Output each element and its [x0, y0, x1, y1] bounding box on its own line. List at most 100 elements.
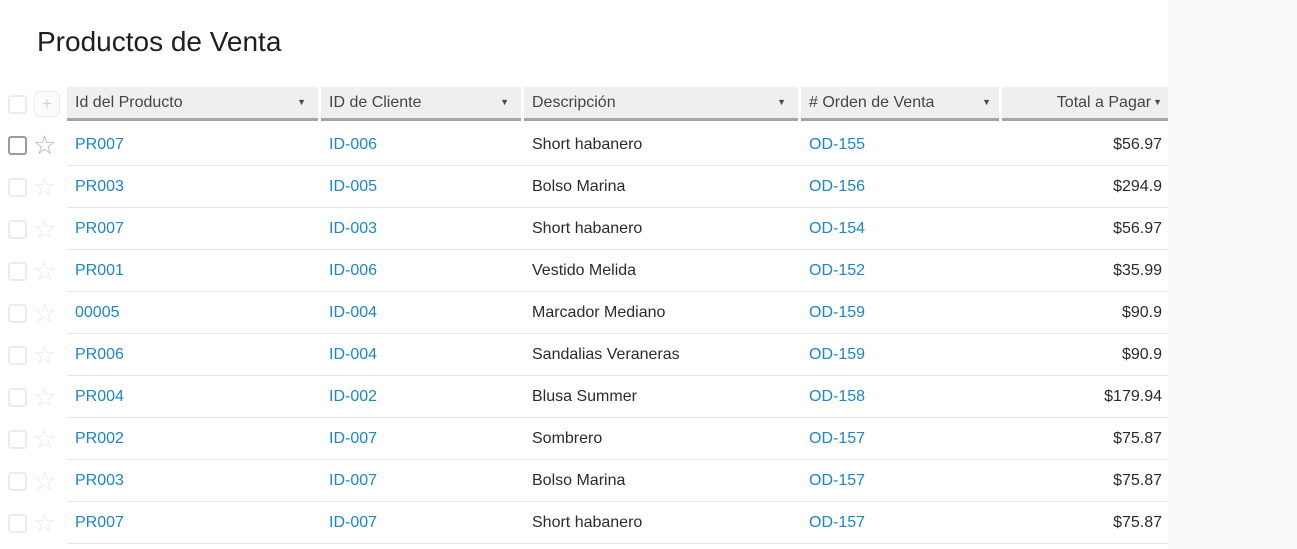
order-link[interactable]: OD-157	[809, 513, 866, 531]
column-header-total-a-pagar[interactable]: Total a Pagar ▼	[1002, 87, 1168, 121]
column-header-label: Id del Producto	[75, 93, 183, 111]
table-row: ☆ PR006 ID-004 Sandalias Veraneras OD-15…	[0, 334, 1168, 376]
client-id-link[interactable]: ID-006	[329, 261, 378, 279]
table-row: ☆ PR007 ID-007 Short habanero OD-157 $75…	[0, 502, 1168, 544]
client-id-link[interactable]: ID-007	[329, 513, 378, 531]
row-checkbox[interactable]	[8, 345, 27, 365]
star-icon[interactable]: ☆	[33, 172, 57, 202]
star-icon[interactable]: ☆	[33, 382, 57, 412]
order-link[interactable]: OD-157	[809, 471, 866, 489]
description-cell: Bolso Marina	[532, 471, 626, 489]
page-title: Productos de Venta	[37, 26, 282, 57]
chevron-down-icon[interactable]: ▼	[1153, 97, 1162, 107]
report-view: Productos de Venta + Id del Producto ▼ I…	[0, 26, 1168, 544]
order-link[interactable]: OD-152	[809, 261, 866, 279]
product-id-link[interactable]: PR007	[75, 135, 124, 153]
client-id-link[interactable]: ID-005	[329, 177, 378, 195]
order-link[interactable]: OD-157	[809, 429, 866, 447]
star-icon[interactable]: ☆	[33, 508, 57, 538]
header-gap	[999, 87, 1002, 124]
header-gap	[318, 87, 321, 124]
table-row: ☆ PR003 ID-007 Bolso Marina OD-157 $75.8…	[0, 460, 1168, 502]
table-row: ☆ 00005 ID-004 Marcador Mediano OD-159 $…	[0, 292, 1168, 334]
product-id-link[interactable]: PR003	[75, 177, 124, 195]
column-header-id-del-producto[interactable]: Id del Producto ▼	[67, 87, 318, 121]
order-link[interactable]: OD-159	[809, 345, 866, 363]
row-checkbox[interactable]	[8, 513, 27, 533]
star-icon[interactable]: ☆	[33, 256, 57, 286]
total-cell: $294.9	[1113, 177, 1162, 195]
order-link[interactable]: OD-158	[809, 387, 866, 405]
column-header-descripcion[interactable]: Descripción ▼	[524, 87, 798, 121]
table-row: ☆ PR003 ID-005 Bolso Marina OD-156 $294.…	[0, 166, 1168, 208]
header-gap	[798, 87, 801, 124]
total-cell: $35.99	[1113, 261, 1162, 279]
description-cell: Short habanero	[532, 219, 643, 237]
product-id-link[interactable]: PR004	[75, 387, 124, 405]
chevron-down-icon[interactable]: ▼	[982, 97, 991, 107]
description-cell: Blusa Summer	[532, 387, 637, 405]
row-checkbox[interactable]	[8, 177, 27, 197]
total-cell: $75.87	[1113, 513, 1162, 531]
product-id-link[interactable]: PR007	[75, 513, 124, 531]
row-checkbox[interactable]	[8, 471, 27, 491]
total-cell: $179.94	[1104, 387, 1162, 405]
product-id-link[interactable]: PR007	[75, 219, 124, 237]
total-cell: $90.9	[1121, 345, 1162, 363]
star-icon[interactable]: ☆	[33, 424, 57, 454]
column-header-label: ID de Cliente	[329, 93, 422, 111]
order-link[interactable]: OD-154	[809, 219, 866, 237]
product-id-link[interactable]: 00005	[75, 303, 120, 321]
star-icon[interactable]: ☆	[33, 130, 57, 160]
total-cell: $56.97	[1113, 135, 1162, 153]
product-id-link[interactable]: PR001	[75, 261, 124, 279]
order-link[interactable]: OD-159	[809, 303, 866, 321]
column-header-label: Total a Pagar	[1056, 93, 1152, 111]
star-icon[interactable]: ☆	[33, 214, 57, 244]
row-checkbox[interactable]	[8, 387, 27, 407]
product-id-link[interactable]: PR003	[75, 471, 124, 489]
total-cell: $90.9	[1121, 303, 1162, 321]
client-id-link[interactable]: ID-004	[329, 303, 378, 321]
table-row: ☆ PR004 ID-002 Blusa Summer OD-158 $179.…	[0, 376, 1168, 418]
row-checkbox[interactable]	[8, 219, 27, 239]
star-icon[interactable]: ☆	[33, 298, 57, 328]
client-id-link[interactable]: ID-003	[329, 219, 378, 237]
column-header-id-de-cliente[interactable]: ID de Cliente ▼	[321, 87, 521, 121]
description-cell: Vestido Melida	[532, 261, 637, 279]
column-header-orden-de-venta[interactable]: # Orden de Venta ▼	[801, 87, 999, 121]
order-link[interactable]: OD-156	[809, 177, 866, 195]
table-row: ☆ PR002 ID-007 Sombrero OD-157 $75.87	[0, 418, 1168, 460]
chevron-down-icon[interactable]: ▼	[777, 97, 786, 107]
description-cell: Sandalias Veraneras	[532, 345, 680, 363]
order-link[interactable]: OD-155	[809, 135, 866, 153]
table-row: ☆ PR007 ID-003 Short habanero OD-154 $56…	[0, 208, 1168, 250]
client-id-link[interactable]: ID-002	[329, 387, 378, 405]
star-icon[interactable]: ☆	[33, 340, 57, 370]
client-id-link[interactable]: ID-004	[329, 345, 378, 363]
row-checkbox[interactable]	[8, 135, 27, 155]
row-checkbox[interactable]	[8, 303, 27, 323]
chevron-down-icon[interactable]: ▼	[297, 97, 306, 107]
total-cell: $75.87	[1113, 471, 1162, 489]
add-record-button[interactable]: +	[34, 91, 60, 117]
total-cell: $75.87	[1113, 429, 1162, 447]
table-header-row: + Id del Producto ▼ ID de Cliente ▼ Desc…	[0, 87, 1168, 124]
column-header-label: # Orden de Venta	[809, 93, 935, 111]
chevron-down-icon[interactable]: ▼	[500, 97, 509, 107]
client-id-link[interactable]: ID-007	[329, 471, 378, 489]
star-icon[interactable]: ☆	[33, 466, 57, 496]
description-cell: Sombrero	[532, 429, 603, 447]
row-checkbox[interactable]	[8, 261, 27, 281]
header-gutter: +	[0, 87, 67, 121]
column-header-label: Descripción	[532, 93, 616, 111]
description-cell: Marcador Mediano	[532, 303, 666, 321]
product-id-link[interactable]: PR006	[75, 345, 124, 363]
product-id-link[interactable]: PR002	[75, 429, 124, 447]
client-id-link[interactable]: ID-007	[329, 429, 378, 447]
client-id-link[interactable]: ID-006	[329, 135, 378, 153]
select-all-checkbox[interactable]	[8, 94, 27, 114]
row-checkbox[interactable]	[8, 429, 27, 449]
description-cell: Short habanero	[532, 135, 643, 153]
table-row: ☆ PR007 ID-006 Short habanero OD-155 $56…	[0, 124, 1168, 166]
